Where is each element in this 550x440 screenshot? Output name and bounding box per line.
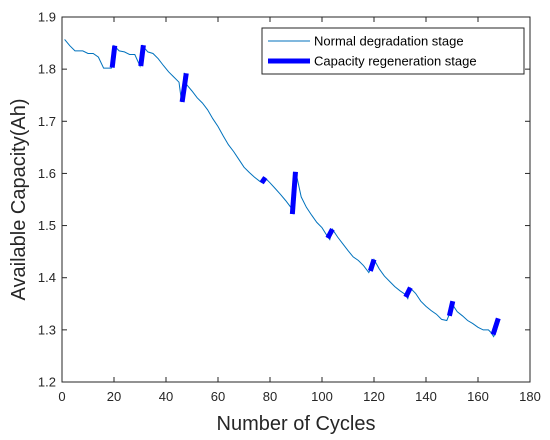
x-tick-label: 60 xyxy=(211,389,225,404)
plot-area xyxy=(61,16,531,383)
axes: 0 20 40 60 80 100 120 140 160 180 1.2 1.3 1.4 1.5 1.6 1… xyxy=(38,10,541,405)
y-tick-label: 1.8 xyxy=(38,62,56,77)
x-tick-label: 40 xyxy=(159,389,173,404)
y-tick-label: 1.3 xyxy=(38,322,56,337)
legend-box xyxy=(261,27,525,75)
x-tick-label: 80 xyxy=(263,389,277,404)
y-tick-label: 1.5 xyxy=(38,218,56,233)
legend-label-capacity-regeneration: Capacity regeneration stage xyxy=(314,54,477,69)
x-tick-label: 140 xyxy=(415,389,437,404)
series-group xyxy=(64,39,501,338)
x-tick-label: 180 xyxy=(519,389,541,404)
regeneration-segment xyxy=(259,176,268,185)
legend: Normal degradation stage Capacity regene… xyxy=(261,27,525,75)
x-tick-label: 160 xyxy=(467,389,489,404)
y-tick-label: 1.6 xyxy=(38,166,56,181)
regeneration-segment xyxy=(403,286,413,299)
regeneration-segment xyxy=(367,258,377,272)
y-tick-label: 1.7 xyxy=(38,114,56,129)
x-tick-label: 0 xyxy=(58,389,65,404)
y-tick-label: 1.9 xyxy=(38,10,56,25)
y-tick-label: 1.4 xyxy=(38,270,56,285)
x-tick-label: 20 xyxy=(107,389,121,404)
legend-label-normal-degradation: Normal degradation stage xyxy=(314,34,464,49)
y-tick-label: 1.2 xyxy=(38,375,56,390)
regeneration-segment xyxy=(490,317,501,336)
regeneration-segment xyxy=(289,171,298,215)
y-axis-title: Available Capacity(Ah) xyxy=(8,99,30,301)
regeneration-segment xyxy=(138,44,146,67)
regeneration-segment xyxy=(325,228,335,240)
x-axis-title: Number of Cycles xyxy=(217,413,376,435)
regeneration-segment xyxy=(109,45,118,68)
regeneration-segment xyxy=(446,300,456,317)
x-tick-label: 100 xyxy=(311,389,333,404)
regeneration-segment xyxy=(179,72,189,103)
x-tick-label: 120 xyxy=(363,389,385,404)
